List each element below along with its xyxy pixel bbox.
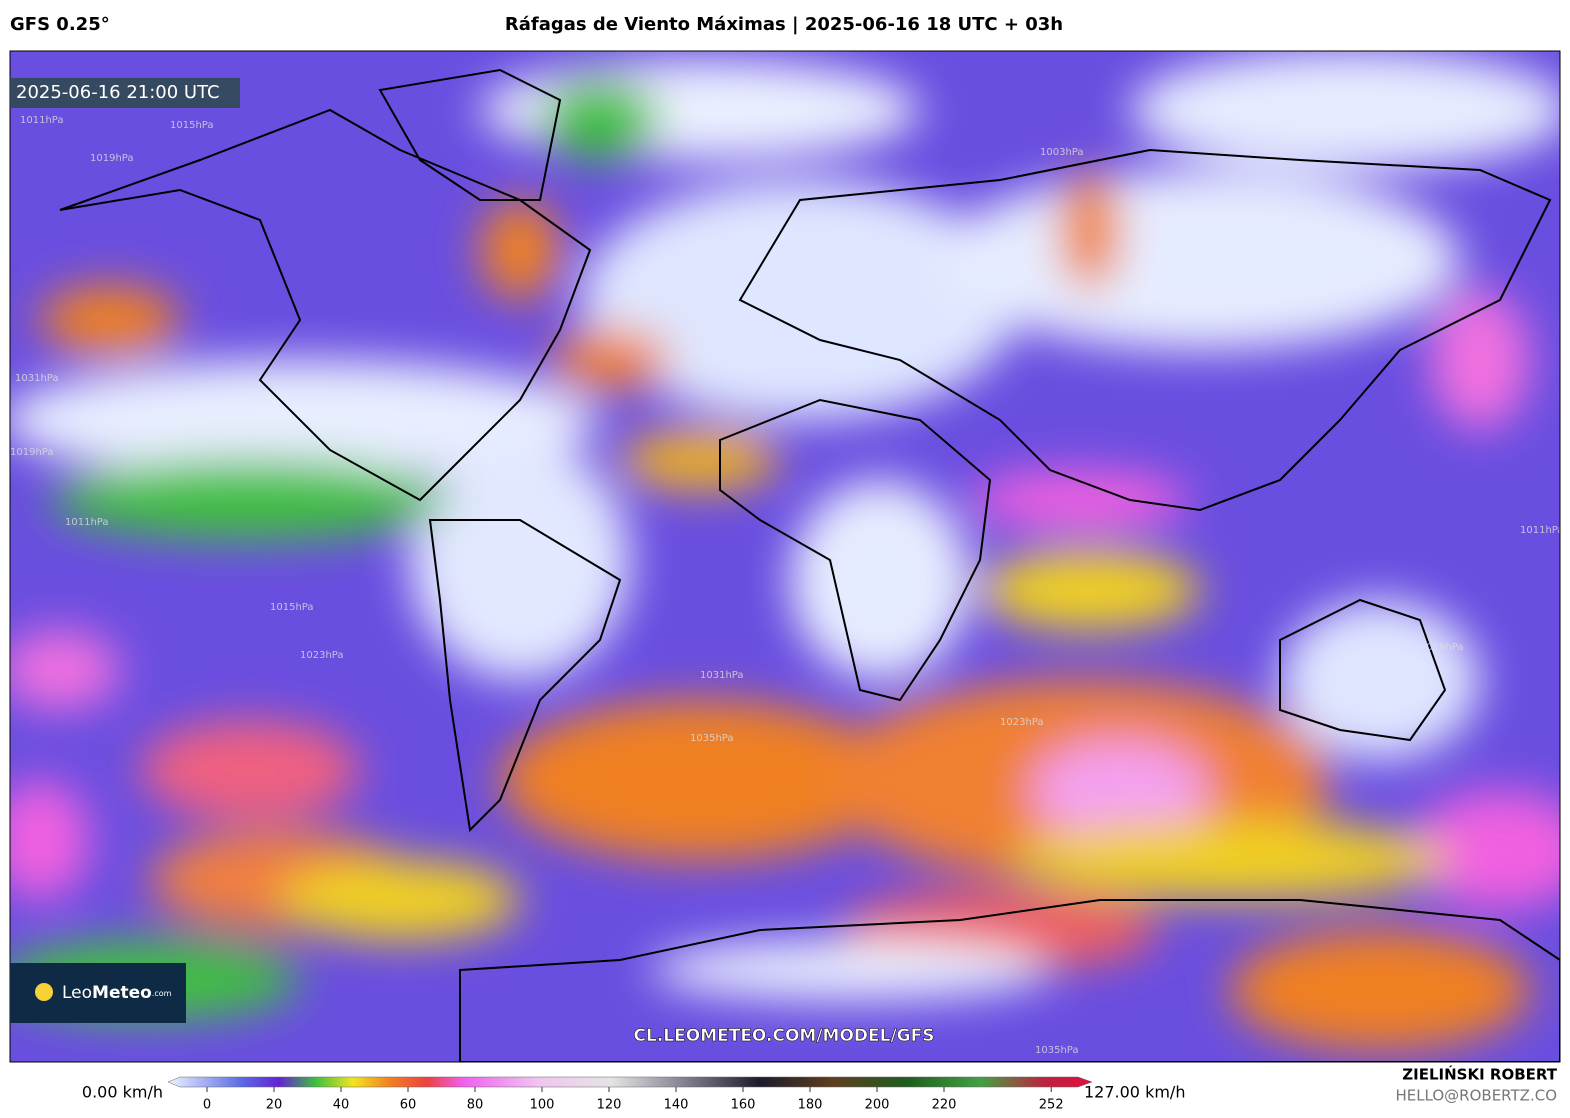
wind-area bbox=[50, 460, 450, 540]
wind-area bbox=[1430, 290, 1530, 430]
isobar-label: 1023hPa bbox=[300, 650, 344, 661]
wind-area bbox=[140, 720, 360, 820]
coastlines bbox=[59, 68, 1560, 1062]
wind-area bbox=[280, 860, 520, 940]
logo-meteo: Meteo bbox=[92, 983, 152, 1003]
colorbar-tick-label: 120 bbox=[597, 1098, 622, 1113]
wind-area bbox=[790, 480, 970, 680]
colorbar-tick-label: 200 bbox=[865, 1098, 890, 1113]
wind-area bbox=[1010, 820, 1450, 900]
wind-area bbox=[10, 360, 600, 480]
isobar-label: 1015hPa bbox=[170, 120, 214, 131]
credit-name: ZIELIŃSKI ROBERT bbox=[1402, 1065, 1557, 1084]
colorbar-tick-label: 252 bbox=[1039, 1098, 1064, 1113]
isobar-label: 1031hPa bbox=[15, 373, 59, 384]
wind-area bbox=[1060, 170, 1120, 290]
wind-area bbox=[650, 940, 1050, 1000]
wind-map: 1011hPa 1015hPa 1019hPa 1031hPa 1019hPa 1011h… bbox=[10, 51, 1564, 1062]
colorbar-tick-label: 40 bbox=[333, 1098, 350, 1113]
wind-area bbox=[1280, 600, 1480, 760]
wind-area bbox=[1230, 930, 1530, 1050]
wind-area bbox=[10, 630, 120, 710]
wind-area bbox=[410, 440, 630, 680]
isobar-label: 1011hPa bbox=[1520, 525, 1564, 536]
isobar-label: 1035hPa bbox=[1035, 1045, 1079, 1056]
logo-com: .com bbox=[152, 989, 172, 998]
wind-area bbox=[10, 780, 90, 900]
colorbar-tick-label: 140 bbox=[664, 1098, 689, 1113]
colorbar-tick-label: 20 bbox=[266, 1098, 283, 1113]
wind-area bbox=[550, 330, 670, 390]
wind-area bbox=[40, 285, 180, 355]
isobar-label: 1003hPa bbox=[1040, 147, 1084, 158]
isobar-label: 1019hPa bbox=[10, 447, 54, 458]
isobar-label: 1019hPa bbox=[1420, 642, 1464, 653]
wind-area bbox=[480, 200, 560, 300]
model-label: GFS 0.25° bbox=[10, 14, 110, 35]
colorbar bbox=[167, 1076, 1093, 1088]
logo-sun bbox=[35, 983, 53, 1001]
colorbar-max: 127.00 km/h bbox=[1084, 1083, 1185, 1102]
colorbar-tick-label: 80 bbox=[467, 1098, 484, 1113]
isobar-label: 1011hPa bbox=[65, 517, 109, 528]
wind-area bbox=[1410, 790, 1560, 910]
wind-area bbox=[500, 700, 900, 860]
valid-time: 2025-06-16 21:00 UTC bbox=[16, 82, 220, 103]
isobar-label: 1031hPa bbox=[700, 670, 744, 681]
wind-area bbox=[1130, 51, 1560, 170]
isobar-label: 1015hPa bbox=[270, 602, 314, 613]
credit-email: HELLO@ROBERTZ.CO bbox=[1395, 1087, 1557, 1105]
isobar-label: 1023hPa bbox=[1000, 717, 1044, 728]
wind-area bbox=[940, 170, 1460, 350]
colorbar-tick-label: 160 bbox=[731, 1098, 756, 1113]
isobar-label: 1035hPa bbox=[690, 733, 734, 744]
colorbar-tick-label: 180 bbox=[798, 1098, 823, 1113]
wind-area bbox=[980, 550, 1200, 630]
wind-area bbox=[1030, 740, 1210, 840]
isobar-label: 1011hPa bbox=[20, 115, 64, 126]
map-frame bbox=[9, 50, 1561, 1063]
time-box bbox=[10, 78, 240, 108]
isobar-label: 1019hPa bbox=[90, 153, 134, 164]
logo-text: LeoMeteo.com bbox=[62, 983, 172, 1003]
logo-leo: Leo bbox=[62, 983, 92, 1003]
wind-area bbox=[970, 470, 1190, 530]
title: Ráfagas de Viento Máximas | 2025-06-16 1… bbox=[505, 14, 1063, 35]
wind-area bbox=[580, 180, 1020, 420]
colorbar-tick-label: 0 bbox=[203, 1098, 211, 1113]
colorbar-tick-label: 60 bbox=[400, 1098, 417, 1113]
wind-area bbox=[620, 430, 780, 490]
wind-area bbox=[540, 80, 660, 160]
colorbar-tick-label: 100 bbox=[530, 1098, 555, 1113]
source-url: CL.LEOMETEO.COM/MODEL/GFS bbox=[634, 1026, 935, 1046]
colorbar-tick-label: 220 bbox=[932, 1098, 957, 1113]
colorbar-min: 0.00 km/h bbox=[82, 1083, 163, 1102]
